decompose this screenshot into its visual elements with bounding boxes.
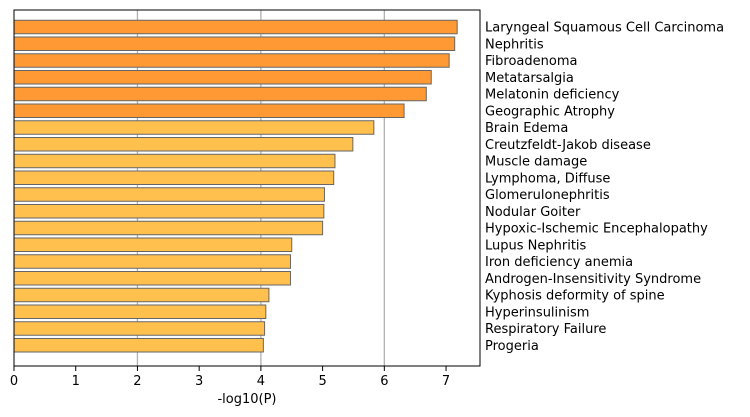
category-label: Metatarsalgia [485, 71, 574, 86]
bar [13, 321, 266, 336]
bar [13, 70, 432, 85]
category-label: Progeria [485, 339, 539, 354]
category-label: Hyperinsulinism [485, 305, 589, 320]
category-label: Lymphoma, Diffuse [485, 171, 610, 186]
bar [13, 103, 405, 118]
bar [13, 254, 292, 269]
category-label: Brain Edema [485, 121, 568, 136]
category-label: Respiratory Failure [485, 322, 606, 337]
bar [13, 36, 456, 51]
plot-frame [13, 9, 481, 367]
bar [13, 86, 427, 102]
bar [13, 204, 325, 219]
category-label: Androgen-Insensitivity Syndrome [485, 272, 701, 287]
category-label: Hypoxic-Ischemic Encephalopathy [485, 222, 708, 237]
bar [13, 153, 336, 169]
bar [13, 137, 354, 152]
category-label: Nodular Goiter [485, 205, 581, 220]
category-label: Laryngeal Squamous Cell Carcinoma [485, 21, 724, 36]
bar [13, 271, 292, 286]
category-label: Creutzfeldt-Jakob disease [485, 138, 651, 153]
category-label: Geographic Atrophy [485, 104, 615, 119]
x-tick-label: 3 [195, 374, 203, 389]
bar [13, 287, 270, 303]
category-label: Fibroadenoma [485, 54, 577, 69]
bar-layer [13, 19, 458, 353]
bar [13, 53, 450, 68]
x-tick-label: 4 [257, 374, 265, 389]
category-label: Melatonin deficiency [485, 88, 620, 103]
x-tick-label: 1 [72, 374, 80, 389]
category-label: Lupus Nephritis [485, 238, 587, 253]
x-axis-title: -log10(P) [217, 392, 276, 407]
x-tick-label: 2 [133, 374, 141, 389]
bar [13, 338, 264, 353]
category-label: Muscle damage [485, 155, 587, 170]
category-label-layer: Laryngeal Squamous Cell CarcinomaNephrit… [485, 21, 724, 354]
bar [13, 120, 375, 135]
category-label: Iron deficiency anemia [485, 255, 633, 270]
x-tick-label: 0 [10, 374, 18, 389]
bar [13, 19, 458, 35]
bar [13, 237, 293, 252]
category-label: Glomerulonephritis [485, 188, 610, 203]
category-label: Nephritis [485, 37, 544, 52]
bar [13, 304, 267, 319]
x-tick-layer: 0 1 2 3 4 5 6 7 [10, 366, 450, 389]
bar [13, 220, 324, 236]
bar [13, 170, 335, 185]
x-tick-label: 7 [442, 374, 450, 389]
category-label: Kyphosis deformity of spine [485, 289, 665, 304]
x-tick-label: 6 [380, 374, 388, 389]
bar [13, 187, 325, 202]
x-tick-label: 5 [318, 374, 326, 389]
